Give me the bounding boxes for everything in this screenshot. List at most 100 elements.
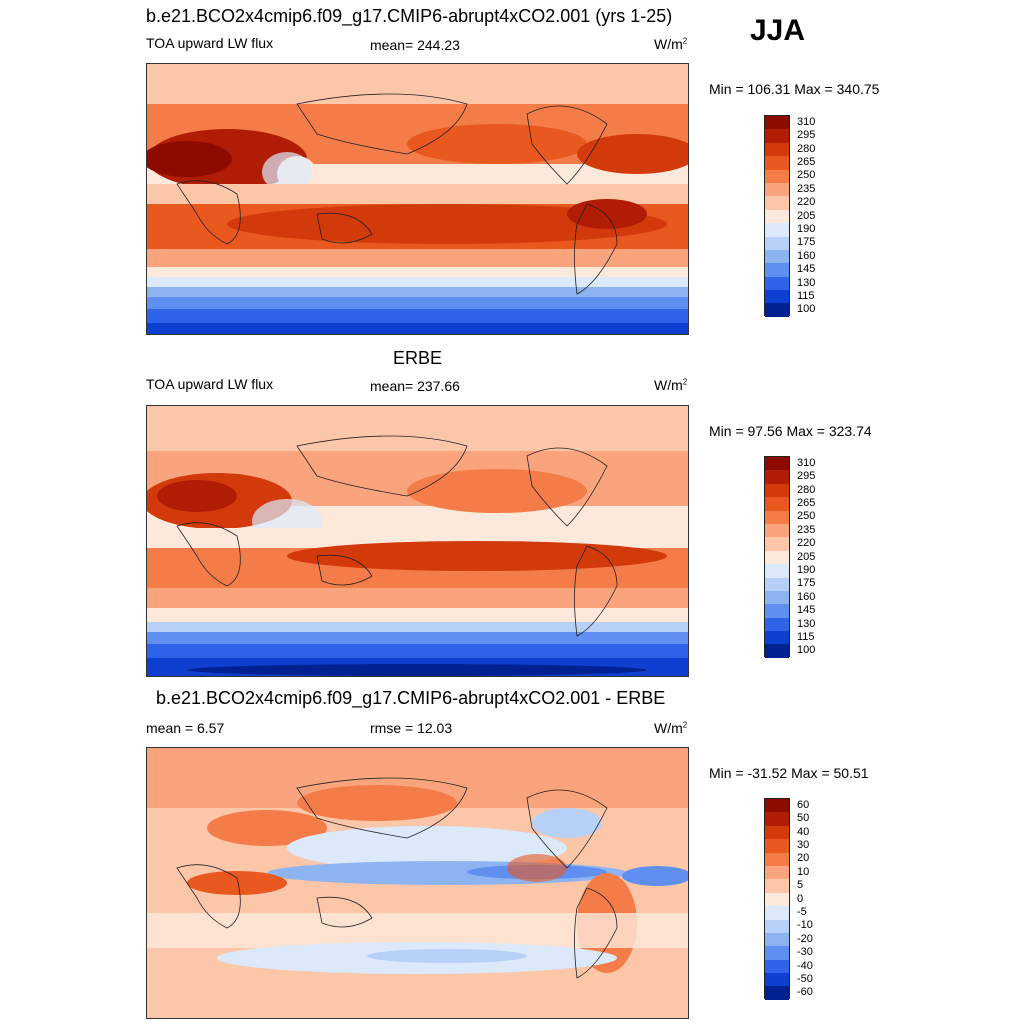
colorbar-swatch [765,973,789,987]
colorbar-tick-label: 10 [797,865,810,878]
colorbar-swatch [765,986,789,1000]
panel-2-title: ERBE [393,348,443,368]
panel-2-mean: mean= 237.66 [370,378,460,394]
colorbar-swatch [765,604,789,618]
colorbar-tick-label: 100 [797,303,816,316]
colorbar-tick-label: -50 [797,972,813,985]
colorbar-swatch [765,825,789,840]
colorbar-tick-label: 130 [797,276,816,289]
colorbar-tick-label: -30 [797,946,813,959]
colorbar-swatch [765,523,789,538]
colorbar-tick-label: 235 [797,182,816,195]
colorbar-tick-label: 145 [797,263,816,276]
colorbar-swatch [765,946,789,960]
panel-2-units: W/m2 [654,377,688,393]
colorbar-tick-label: 310 [797,115,816,128]
colorbar-swatch [765,169,789,183]
panel-1-title: b.e21.BCO2x4cmip6.f09_g17.CMIP6-abrupt4x… [146,6,673,26]
colorbar-tick-label: 145 [797,604,816,617]
panel-1-left-label: TOA upward LW flux [146,35,274,51]
colorbar-swatch [765,564,789,578]
colorbar-tick-label: 190 [797,563,816,576]
colorbar-swatch [765,852,789,866]
colorbar-tick-label: 5 [797,879,804,892]
colorbar-tick-label: -20 [797,932,813,945]
colorbar-swatch [765,879,789,893]
colorbar-swatch [765,470,789,484]
colorbar-swatch [765,550,789,565]
season-label: JJA [750,14,806,47]
panel-1-minmax: Min = 106.31 Max = 340.75 [709,81,880,97]
colorbar-tick-label: 115 [797,630,815,643]
colorbar-tick-label: 235 [797,523,816,536]
panel-3-mean: mean = 6.57 [146,720,225,736]
colorbar-tick-label: -40 [797,959,813,972]
colorbar-swatch [765,290,789,304]
panel-1-units: W/m2 [654,36,688,52]
colorbar-swatch [765,196,789,210]
colorbar-swatch [765,932,789,947]
panel-3-title: b.e21.BCO2x4cmip6.f09_g17.CMIP6-abrupt4x… [156,688,666,708]
colorbar-swatch [765,457,789,471]
colorbar-swatch [765,182,789,197]
colorbar-swatch [765,483,789,498]
colorbar-swatch [765,617,789,632]
panel-2-minmax: Min = 97.56 Max = 323.74 [709,423,872,439]
panel-3-units: W/m2 [654,720,688,736]
colorbar-swatch [765,129,789,143]
colorbar-tick-label: 265 [797,496,816,509]
colorbar-tick-label: 100 [797,644,816,657]
colorbar-tick-label: 115 [797,289,815,302]
colorbar-swatch [765,590,789,605]
colorbar-swatch [765,865,789,880]
colorbar-tick-label: 250 [797,510,816,523]
colorbar-tick-label: 310 [797,456,816,469]
colorbar-tick-label: 160 [797,249,816,262]
colorbar-tick-label: 295 [797,129,816,142]
colorbar-tick-label: 0 [797,892,804,905]
colorbar-tick-label: 60 [797,798,810,811]
colorbar-swatch [765,263,789,277]
panel-1-map [146,63,689,335]
colorbar-swatch [765,303,789,317]
panel-3-colorbar [764,798,790,1000]
colorbar-swatch [765,919,789,933]
panel-2-map-svg [147,406,688,676]
colorbar-swatch [765,631,789,645]
panel-2-left-label: TOA upward LW flux [146,376,274,392]
colorbar-swatch [765,906,789,920]
colorbar-tick-label: 220 [797,537,816,550]
colorbar-swatch [765,839,789,853]
colorbar-swatch [765,142,789,157]
panel-3-map [146,747,689,1019]
colorbar-swatch [765,236,789,250]
colorbar-swatch [765,209,789,224]
colorbar-tick-label: 265 [797,155,816,168]
panel-1-colorbar [764,115,790,317]
colorbar-tick-label: 160 [797,590,816,603]
panel-2-map [146,405,689,677]
panel-1-mean: mean= 244.23 [370,37,460,53]
colorbar-swatch [765,510,789,524]
colorbar-tick-label: 205 [797,550,816,563]
colorbar-tick-label: 280 [797,142,816,155]
panel-3-minmax: Min = -31.52 Max = 50.51 [709,765,869,781]
colorbar-tick-label: 205 [797,209,816,222]
panel-2-colorbar [764,456,790,658]
colorbar-tick-label: 30 [797,838,810,851]
colorbar-tick-label: -10 [797,919,813,932]
colorbar-tick-label: 175 [797,236,816,249]
colorbar-tick-label: 280 [797,483,816,496]
colorbar-tick-label: -60 [797,986,813,999]
colorbar-tick-label: 220 [797,196,816,209]
colorbar-swatch [765,812,789,826]
colorbar-swatch [765,644,789,658]
colorbar-tick-label: 20 [797,852,810,865]
colorbar-tick-label: 130 [797,617,816,630]
colorbar-tick-label: 190 [797,222,816,235]
panel-1-map-svg [147,64,688,334]
colorbar-tick-label: -5 [797,905,807,918]
panel-3-rmse: rmse = 12.03 [370,720,453,736]
colorbar-tick-label: 175 [797,577,816,590]
colorbar-swatch [765,537,789,551]
